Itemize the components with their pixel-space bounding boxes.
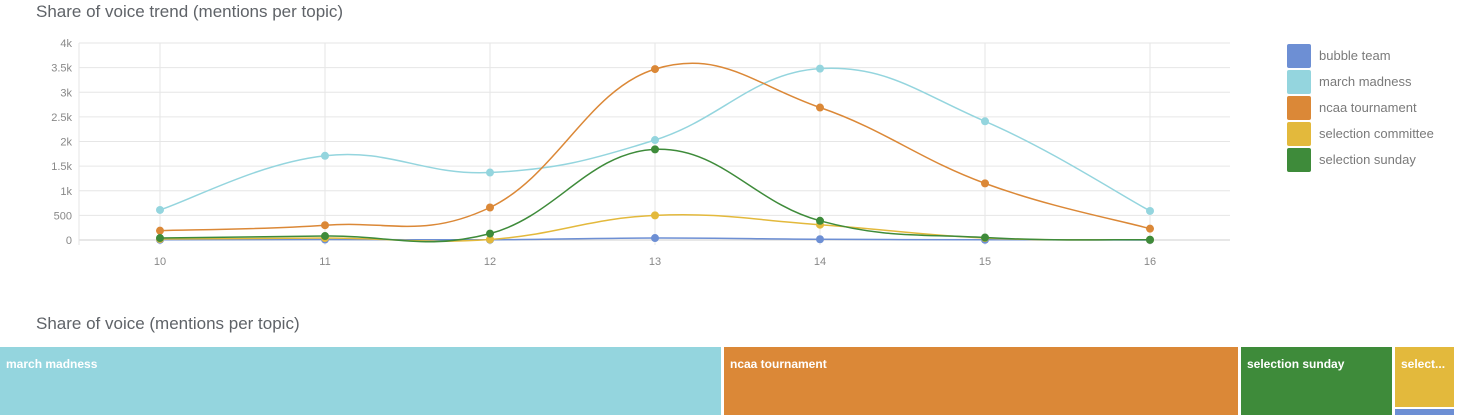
y-tick-label: 500 xyxy=(54,210,72,222)
legend-label: bubble team xyxy=(1319,48,1391,63)
x-tick-label: 14 xyxy=(814,256,826,268)
legend-label: selection committee xyxy=(1319,126,1434,141)
x-tick-label: 12 xyxy=(484,256,496,268)
data-point-ncaa-tournament xyxy=(321,221,329,230)
treemap-tile-selection-sunday[interactable]: selection sunday xyxy=(1241,347,1392,415)
share-of-voice-title: Share of voice (mentions per topic) xyxy=(36,314,300,333)
legend-label: march madness xyxy=(1319,74,1412,89)
data-point-selection-sunday xyxy=(816,216,824,225)
y-tick-label: 0 xyxy=(66,235,72,247)
data-point-ncaa-tournament xyxy=(816,103,824,112)
y-tick-label: 1k xyxy=(60,186,72,198)
data-point-selection-sunday xyxy=(981,233,989,242)
data-point-selection-committee xyxy=(651,211,659,220)
legend-label: ncaa tournament xyxy=(1319,100,1417,115)
treemap-tile-label: select... xyxy=(1401,357,1446,371)
x-tick-label: 11 xyxy=(319,256,330,268)
y-tick-label: 2.5k xyxy=(51,112,72,124)
chart-series xyxy=(156,62,1154,244)
data-point-selection-sunday xyxy=(156,234,164,243)
data-point-ncaa-tournament xyxy=(651,65,659,74)
treemap-tile-label: selection sunday xyxy=(1247,357,1345,371)
data-point-ncaa-tournament xyxy=(486,203,494,212)
data-point-march-madness xyxy=(651,136,659,145)
treemap-tile-selection-committee[interactable]: select... xyxy=(1395,347,1454,407)
share-of-voice-treemap: march madness ncaa tournament selection … xyxy=(0,347,1458,415)
legend-swatch xyxy=(1287,122,1311,146)
x-tick-label: 16 xyxy=(1144,256,1156,268)
treemap-tile-ncaa-tournament[interactable]: ncaa tournament xyxy=(724,347,1238,415)
data-point-march-madness xyxy=(1146,206,1154,215)
treemap-tile-march-madness[interactable]: march madness xyxy=(0,347,721,415)
data-point-selection-committee xyxy=(486,235,494,244)
data-point-ncaa-tournament xyxy=(1146,224,1154,233)
legend-swatch xyxy=(1287,96,1311,120)
data-point-selection-sunday xyxy=(651,145,659,154)
data-point-march-madness xyxy=(156,205,164,214)
legend-label: selection sunday xyxy=(1319,152,1416,167)
data-point-march-madness xyxy=(486,168,494,177)
x-tick-label: 15 xyxy=(979,256,991,268)
legend-swatch xyxy=(1287,44,1311,68)
x-tick-label: 13 xyxy=(649,256,661,268)
treemap-tile-label: march madness xyxy=(6,357,98,371)
data-point-selection-sunday xyxy=(486,229,494,238)
data-point-selection-sunday xyxy=(321,232,329,241)
chart-axes: 0 500 1k 1.5k 2k 2.5k 3k 3.5k 4k 10 11 12 13 14 15 16 xyxy=(51,38,1156,268)
data-point-ncaa-tournament xyxy=(981,179,989,188)
data-point-march-madness xyxy=(816,64,824,73)
data-point-ncaa-tournament xyxy=(156,226,164,235)
legend-swatch xyxy=(1287,70,1311,94)
treemap-tile-label: ncaa tournament xyxy=(730,357,827,371)
data-point-march-madness xyxy=(981,117,989,126)
treemap-tile-bubble-team[interactable] xyxy=(1395,409,1454,415)
trend-line-chart: 0 500 1k 1.5k 2k 2.5k 3k 3.5k 4k 10 11 12 13 14 15 16 xyxy=(51,38,1230,268)
legend-swatch xyxy=(1287,148,1311,172)
data-point-bubble-team xyxy=(651,234,659,243)
y-tick-label: 3.5k xyxy=(51,63,72,75)
y-tick-label: 2k xyxy=(60,137,72,149)
data-point-selection-sunday xyxy=(1146,235,1154,244)
y-tick-label: 1.5k xyxy=(51,161,72,173)
data-point-bubble-team xyxy=(816,235,824,244)
data-point-march-madness xyxy=(321,151,329,160)
x-tick-label: 10 xyxy=(154,256,166,268)
y-tick-label: 4k xyxy=(60,38,72,50)
trend-chart-title: Share of voice trend (mentions per topic… xyxy=(36,2,344,21)
y-tick-label: 3k xyxy=(60,87,72,99)
